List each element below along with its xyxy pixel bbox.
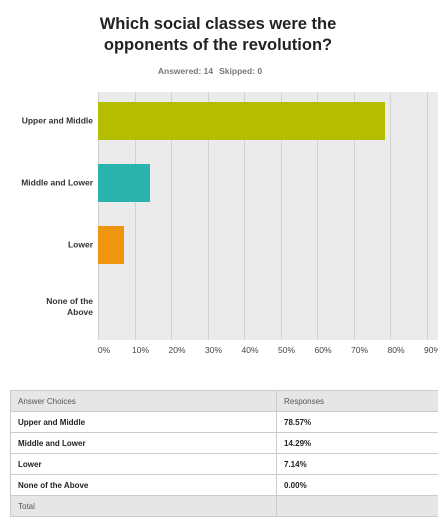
cell: 78.57%: [276, 411, 438, 433]
cell: 14.29%: [276, 432, 438, 454]
x-tick-label: 60%: [314, 345, 332, 355]
chart-title: Which social classes were the opponents …: [99, 15, 337, 54]
cell: [276, 495, 438, 517]
category-label: Lower: [67, 239, 93, 250]
x-tick-label: 20%: [168, 345, 186, 355]
head-row: Answer Choices Responses: [10, 390, 438, 412]
foot-row: Total: [10, 495, 438, 517]
row-row: Upper and Middle 78.57%: [10, 411, 438, 433]
x-tick-label: 70%: [350, 345, 369, 355]
row-row: Middle and Lower 14.29%: [10, 432, 438, 454]
grid-line: [244, 92, 245, 340]
grid-line: [280, 92, 282, 340]
x-tick-label: 80%: [387, 345, 405, 355]
grid-line: [134, 92, 136, 340]
grid-line: [353, 92, 355, 340]
answered: Answered: 14: [157, 66, 214, 76]
grid-line: [171, 92, 172, 340]
x-tick-label: 0%: [97, 345, 111, 355]
x-tick-label: 90%: [423, 345, 438, 355]
cell: Answer Choices: [10, 390, 277, 412]
cell: Middle and Lower: [10, 432, 277, 454]
x-tick-label: 40%: [241, 345, 259, 355]
category-label: Upper and Middle: [21, 115, 93, 126]
plot-area: [98, 92, 438, 340]
cell: 0.00%: [276, 474, 438, 496]
grid-line: [317, 92, 318, 340]
x-tick-label: 30%: [204, 345, 223, 355]
cell: 7.14%: [276, 453, 438, 475]
category-label: None of the Above: [46, 296, 93, 317]
cell: Responses: [276, 390, 438, 412]
cell: None of the Above: [10, 474, 277, 496]
cell: Total: [10, 495, 277, 517]
subtitle: Answered: 14 Skipped: 0: [0, 66, 420, 76]
cell: Upper and Middle: [10, 411, 277, 433]
bar: [98, 164, 151, 202]
row-row: None of the Above 0.00%: [10, 474, 438, 496]
grid-line: [426, 92, 428, 340]
grid-line: [207, 92, 209, 340]
x-tick-label: 50%: [277, 345, 296, 355]
row-row: Lower 7.14%: [10, 453, 438, 475]
bar: [98, 102, 385, 140]
grid-line: [98, 92, 99, 340]
x-tick-label: 10%: [131, 345, 150, 355]
grid-line: [390, 92, 391, 340]
bar: [98, 226, 125, 264]
skipped: Skipped: 0: [219, 66, 263, 76]
cell: Lower: [10, 453, 277, 475]
category-label: Middle and Lower: [21, 177, 93, 188]
table: Answer Choices Responses Upper and Middle 7…: [10, 390, 438, 517]
